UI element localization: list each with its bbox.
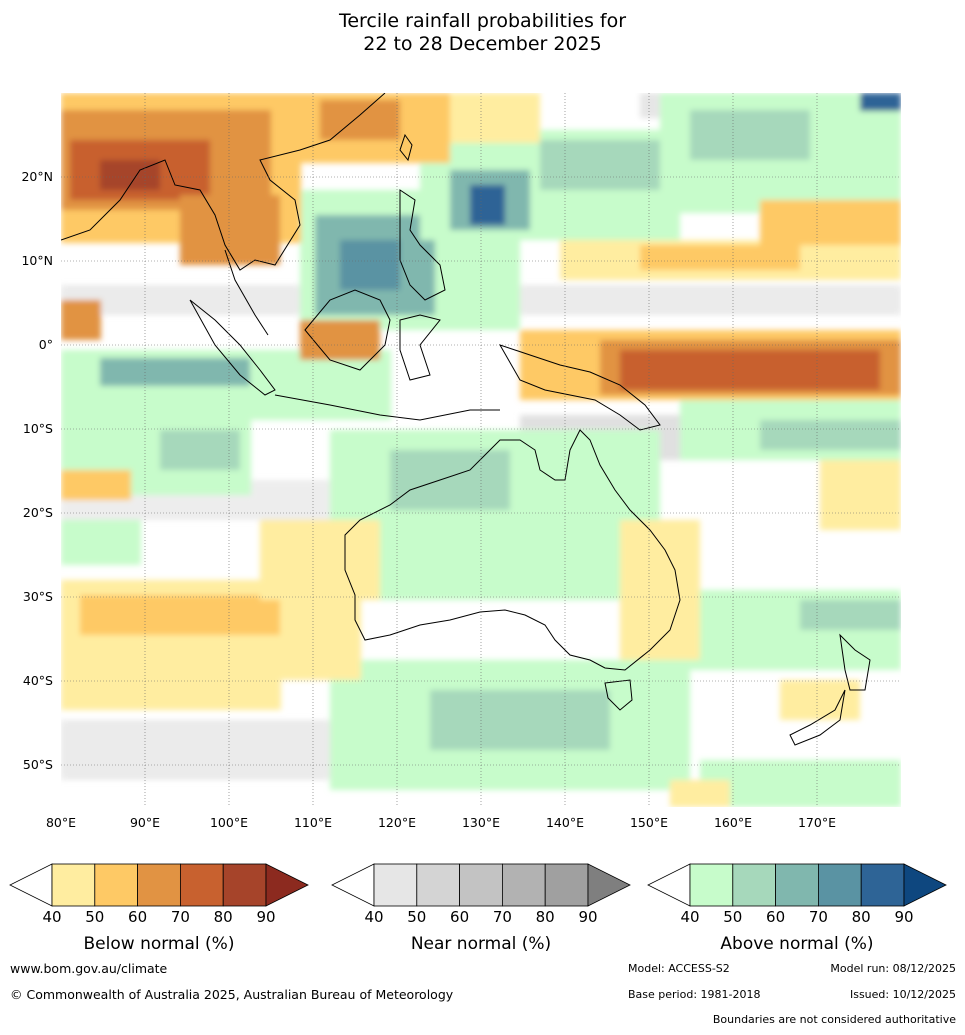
colorbar-near: 40 50 60 70 80 90 Near normal (%) — [331, 863, 631, 954]
title-line-1: Tercile rainfall probabilities for — [338, 10, 627, 32]
colorbar-extend-high — [903, 863, 947, 907]
colorbar-title: Above normal (%) — [720, 934, 873, 954]
colorbar-segment — [459, 863, 503, 907]
lon-tick-label: 150°E — [630, 815, 668, 830]
colorbar-tick-label: 60 — [766, 908, 785, 926]
colorbar-segment — [860, 863, 905, 907]
probability-field — [61, 93, 901, 807]
lon-tick-label: 110°E — [294, 815, 332, 830]
colorbar-segment — [689, 863, 734, 907]
lat-tick-label: 20°N — [21, 169, 53, 184]
colorbar-segment — [94, 863, 139, 907]
lat-tick-label: 10°S — [23, 421, 53, 436]
lat-tick-label: 50°S — [23, 757, 53, 772]
lon-tick-label: 90°E — [130, 815, 160, 830]
lon-tick-label: 170°E — [798, 815, 836, 830]
lon-tick-label: 80°E — [46, 815, 76, 830]
colorbar-extend-high — [587, 863, 631, 907]
colorbar-tick-label: 40 — [680, 908, 699, 926]
lon-tick-label: 140°E — [546, 815, 584, 830]
colorbar-above: 40 50 60 70 80 90 Above normal (%) — [647, 863, 947, 954]
disclaimer-text: Boundaries are not considered authoritat… — [712, 1013, 956, 1026]
lon-tick-label: 130°E — [462, 815, 500, 830]
colorbar-tick-label: 90 — [256, 908, 275, 926]
colorbar-tick-label: 50 — [85, 908, 104, 926]
colorbar-segment — [222, 863, 267, 907]
colorbar-tick-label: 50 — [723, 908, 742, 926]
colorbar-tick-label: 90 — [578, 908, 597, 926]
lat-tick-label: 0° — [39, 337, 53, 352]
coastlines — [61, 93, 871, 746]
colorbar-extend-high — [265, 863, 309, 907]
colorbars: 40 50 60 70 80 90 Below normal (%) 40 50 60 70 80 90… — [9, 863, 947, 954]
colorbar-title: Below normal (%) — [84, 934, 235, 954]
colorbar-segment — [732, 863, 776, 907]
colorbar-tick-label: 50 — [407, 908, 426, 926]
colorbar-tick-label: 80 — [214, 908, 233, 926]
colorbar-tick-label: 80 — [852, 908, 871, 926]
colorbar-segment — [416, 863, 460, 907]
colorbar-tick-label: 70 — [493, 908, 512, 926]
lon-tick-label: 160°E — [714, 815, 752, 830]
colorbar-tick-label: 80 — [536, 908, 555, 926]
colorbar-tick-label: 60 — [450, 908, 469, 926]
lat-tick-label: 40°S — [23, 673, 53, 688]
map-title: Tercile rainfall probabilities for 22 to… — [0, 10, 965, 56]
colorbar-extend-low — [647, 863, 691, 907]
copyright-text: © Commonwealth of Australia 2025, Austra… — [10, 987, 454, 1002]
colorbar-extend-low — [331, 863, 375, 907]
colorbar-below: 40 50 60 70 80 90 Below normal (%) — [9, 863, 309, 954]
title-line-2: 22 to 28 December 2025 — [363, 33, 602, 55]
colorbar-segment — [51, 863, 96, 907]
lat-tick-label: 30°S — [23, 589, 53, 604]
colorbar-segment — [775, 863, 819, 907]
colorbar-tick-label: 40 — [42, 908, 61, 926]
website-url[interactable]: www.bom.gov.au/climate — [10, 961, 168, 976]
colorbar-tick-label: 90 — [894, 908, 913, 926]
colorbar-extend-low — [9, 863, 53, 907]
colorbar-tick-label: 70 — [171, 908, 190, 926]
colorbar-tick-label: 60 — [128, 908, 147, 926]
latitude-labels: 20°N 10°N 0° 10°S 20°S 30°S 40°S 50°S — [21, 169, 53, 772]
lon-tick-label: 100°E — [210, 815, 248, 830]
colorbar-segment — [137, 863, 181, 907]
colorbar-segment — [179, 863, 224, 907]
issued-text: Issued: 10/12/2025 — [849, 988, 956, 1001]
lat-tick-label: 10°N — [21, 253, 53, 268]
model-run-text: Model run: 08/12/2025 — [830, 962, 956, 975]
graticule — [61, 93, 901, 807]
lat-tick-label: 20°S — [23, 505, 53, 520]
colorbar-tick-label: 40 — [364, 908, 383, 926]
colorbar-segment — [818, 863, 862, 907]
base-period-text: Base period: 1981-2018 — [628, 988, 761, 1001]
colorbar-segment — [373, 863, 418, 907]
model-text: Model: ACCESS-S2 — [628, 962, 730, 975]
colorbar-segment — [544, 863, 589, 907]
lon-tick-label: 120°E — [378, 815, 416, 830]
colorbar-segment — [501, 863, 546, 907]
longitude-labels: 80°E 90°E 100°E 110°E 120°E 130°E 140°E 150°E 16… — [46, 815, 836, 830]
colorbar-title: Near normal (%) — [411, 934, 551, 954]
colorbar-tick-label: 70 — [809, 908, 828, 926]
